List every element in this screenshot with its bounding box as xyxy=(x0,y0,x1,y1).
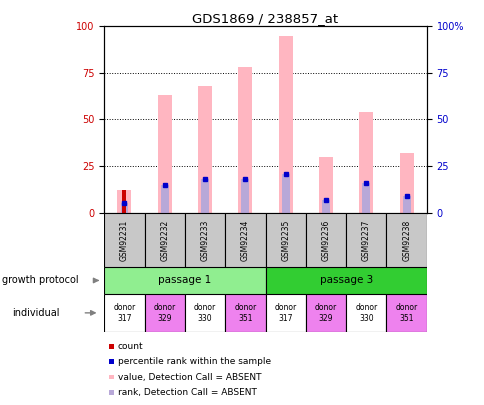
Bar xyxy=(386,213,426,267)
Text: donor
317: donor 317 xyxy=(274,303,296,323)
Text: passage 3: passage 3 xyxy=(319,275,372,286)
Bar xyxy=(305,213,346,267)
Text: count: count xyxy=(118,342,143,351)
Bar xyxy=(197,86,212,213)
Bar xyxy=(117,190,131,213)
Bar xyxy=(281,173,289,213)
Text: GSM92234: GSM92234 xyxy=(241,219,249,261)
Bar xyxy=(122,190,126,213)
Text: GSM92237: GSM92237 xyxy=(361,219,370,261)
Bar xyxy=(104,294,144,332)
Bar xyxy=(346,213,386,267)
Bar xyxy=(241,179,249,213)
Bar xyxy=(265,294,305,332)
Text: GSM92231: GSM92231 xyxy=(120,220,129,260)
Text: donor
351: donor 351 xyxy=(394,303,417,323)
Text: percentile rank within the sample: percentile rank within the sample xyxy=(118,357,271,366)
Text: donor
329: donor 329 xyxy=(153,303,176,323)
Bar xyxy=(184,213,225,267)
Text: GSM92238: GSM92238 xyxy=(401,220,410,260)
Text: GSM92235: GSM92235 xyxy=(281,219,289,261)
Text: donor
330: donor 330 xyxy=(354,303,377,323)
Bar xyxy=(305,294,346,332)
Bar xyxy=(225,213,265,267)
Text: individual: individual xyxy=(12,308,60,318)
Bar xyxy=(359,112,373,213)
Text: value, Detection Call = ABSENT: value, Detection Call = ABSENT xyxy=(118,373,261,382)
Bar xyxy=(399,153,413,213)
Text: donor
351: donor 351 xyxy=(234,303,256,323)
Bar xyxy=(104,213,144,267)
Text: GSM92236: GSM92236 xyxy=(321,219,330,261)
Bar xyxy=(265,213,305,267)
Bar xyxy=(121,203,128,213)
Text: GSM92232: GSM92232 xyxy=(160,220,169,260)
Bar xyxy=(402,196,409,213)
Bar xyxy=(318,157,333,213)
Bar xyxy=(346,294,386,332)
Title: GDS1869 / 238857_at: GDS1869 / 238857_at xyxy=(192,12,338,25)
Bar xyxy=(161,185,168,213)
Text: donor
317: donor 317 xyxy=(113,303,136,323)
Bar xyxy=(225,294,265,332)
Text: rank, Detection Call = ABSENT: rank, Detection Call = ABSENT xyxy=(118,388,256,397)
Bar xyxy=(321,200,329,213)
Bar xyxy=(201,179,209,213)
Bar xyxy=(184,294,225,332)
Bar xyxy=(265,267,426,294)
Bar xyxy=(157,95,171,213)
Bar xyxy=(238,67,252,213)
Bar xyxy=(144,294,184,332)
Bar xyxy=(144,213,184,267)
Text: passage 1: passage 1 xyxy=(158,275,211,286)
Text: donor
330: donor 330 xyxy=(194,303,216,323)
Bar xyxy=(386,294,426,332)
Text: growth protocol: growth protocol xyxy=(2,275,79,286)
Bar xyxy=(104,267,265,294)
Text: GSM92233: GSM92233 xyxy=(200,219,209,261)
Text: donor
329: donor 329 xyxy=(314,303,336,323)
Bar xyxy=(278,36,292,213)
Bar xyxy=(362,183,369,213)
